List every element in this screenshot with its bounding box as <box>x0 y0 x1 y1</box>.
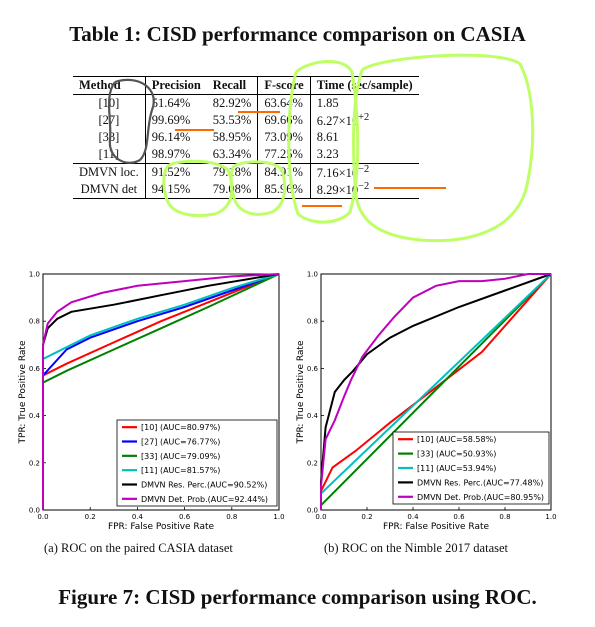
legend-label: [33] (AUC=50.93%) <box>417 450 496 459</box>
y-tick-label: 0.6 <box>307 365 319 373</box>
cell-precision: 96.14% <box>144 129 207 147</box>
legend-box <box>392 431 550 505</box>
legend-label: [10] (AUC=80.97%) <box>141 423 220 432</box>
header-precision: Precision <box>144 76 207 95</box>
y-tick-label: 0.6 <box>29 365 41 373</box>
x-tick-label: 0.4 <box>407 513 419 521</box>
legend-label: [11] (AUC=81.57%) <box>141 466 220 475</box>
series-line <box>320 273 551 510</box>
legend-label: [27] (AUC=76.77%) <box>141 438 220 447</box>
y-tick-label: 1.0 <box>29 271 40 279</box>
x-tick-label: 0.8 <box>226 513 237 521</box>
table-title: Table 1: CISD performance comparison on … <box>69 22 526 46</box>
series-line <box>42 273 280 510</box>
y-tick-label: 0.0 <box>29 507 40 515</box>
series-line <box>42 273 280 510</box>
x-axis-label: FPR: False Positive Rate <box>383 522 490 532</box>
legend-label: [33] (AUC=79.09%) <box>141 452 220 461</box>
x-tick-label: 0.2 <box>85 513 96 521</box>
x-tick-label: 0.6 <box>179 513 191 521</box>
y-tick-label: 0.8 <box>307 318 318 326</box>
x-tick-label: 0.0 <box>37 513 48 521</box>
series-line <box>320 273 552 510</box>
y-tick-label: 1.0 <box>307 271 318 279</box>
series-line <box>42 273 280 510</box>
figure-caption: Figure 7: CISD performance comparison us… <box>58 585 537 609</box>
legend-label: [10] (AUC=58.58%) <box>417 435 496 444</box>
x-axis-label: FPR: False Positive Rate <box>108 522 215 532</box>
subcaption-a: (a) ROC on the paired CASIA dataset <box>44 541 233 555</box>
x-tick-label: 0.0 <box>315 513 326 521</box>
cell-recall: 53.53% <box>212 113 252 128</box>
cell-method: DMVN loc. <box>73 163 146 182</box>
y-tick-label: 0.4 <box>29 412 41 420</box>
cell-precision: 99.69% <box>144 112 207 130</box>
legend-box <box>116 419 278 507</box>
y-tick-label: 0.8 <box>29 318 40 326</box>
y-axis-label: TPR: True Positive Rate <box>296 340 306 444</box>
x-tick-label: 0.8 <box>499 513 510 521</box>
legend-label: DMVN Det. Prob.(AUC=80.95%) <box>417 493 544 502</box>
y-tick-label: 0.2 <box>307 459 318 467</box>
cell-method: DMVN det <box>73 181 146 200</box>
cell-precision: 98.97% <box>144 146 207 164</box>
cell-recall: 63.34% <box>212 147 252 162</box>
legend-label: [11] (AUC=53.94%) <box>417 464 496 473</box>
x-tick-label: 0.6 <box>453 513 465 521</box>
y-axis-label: TPR: True Positive Rate <box>18 340 28 444</box>
cell-recall: 82.92% <box>212 96 252 110</box>
cell-precision: 51.64% <box>144 94 207 112</box>
y-tick-label: 0.2 <box>29 459 40 467</box>
x-tick-label: 0.2 <box>361 513 372 521</box>
legend-label: DMVN Det. Prob.(AUC=92.44%) <box>141 495 268 504</box>
header-recall: Recall <box>206 76 258 95</box>
x-tick-label: 1.0 <box>545 513 556 521</box>
subcaption-b: (b) ROC on the Nimble 2017 dataset <box>324 541 508 555</box>
legend-label: DMVN Res. Perc.(AUC=77.48%) <box>417 478 543 487</box>
y-tick-label: 0.0 <box>307 507 318 515</box>
x-tick-label: 0.4 <box>132 513 144 521</box>
legend-label: DMVN Res. Perc.(AUC=90.52%) <box>141 481 267 490</box>
y-tick-label: 0.4 <box>307 412 319 420</box>
x-tick-label: 1.0 <box>273 513 284 521</box>
cell-recall: 58.95% <box>212 130 252 145</box>
